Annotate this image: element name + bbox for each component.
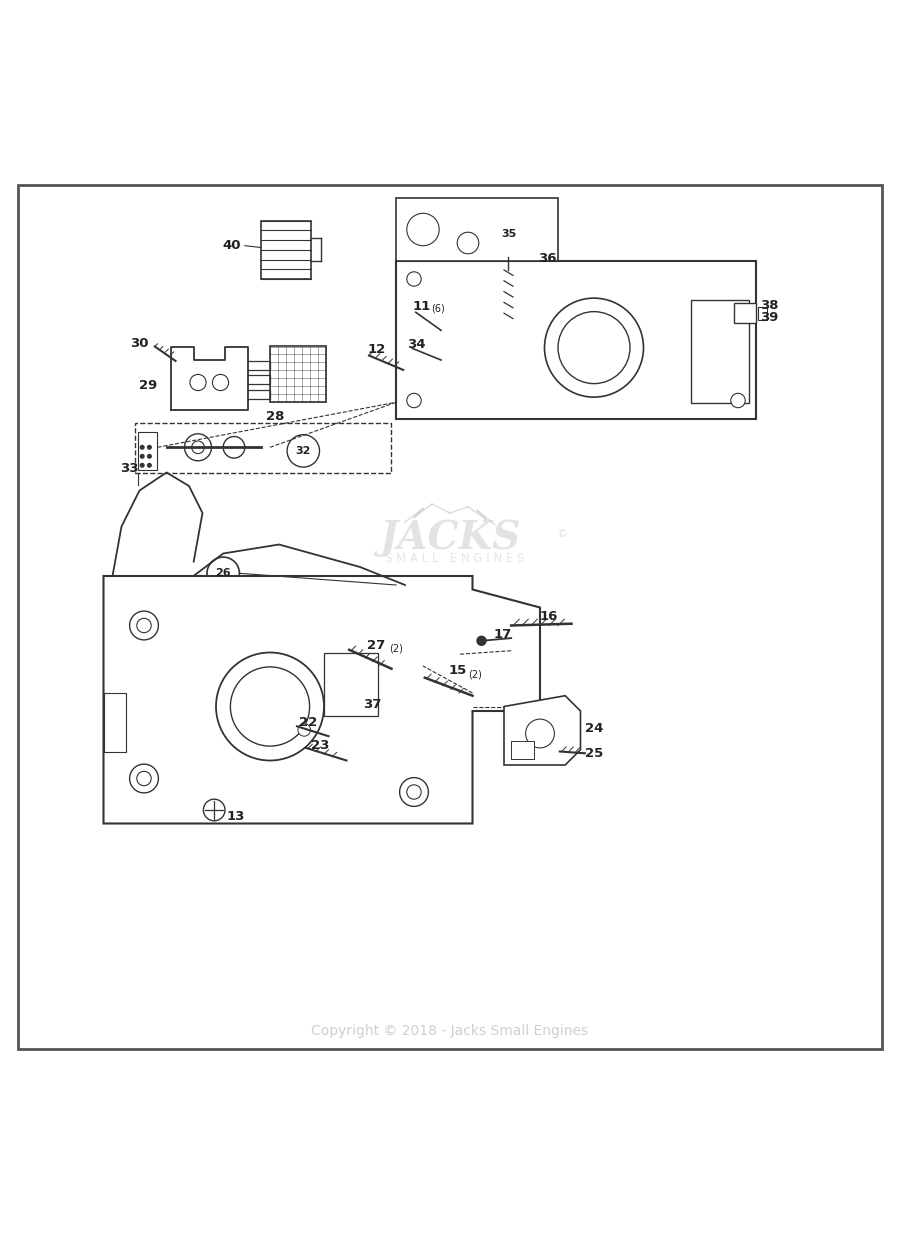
Bar xyxy=(758,307,767,321)
Bar xyxy=(261,221,310,279)
Text: 15: 15 xyxy=(448,665,466,677)
Circle shape xyxy=(407,271,421,286)
Text: 11: 11 xyxy=(412,300,430,312)
Circle shape xyxy=(216,652,324,761)
Circle shape xyxy=(407,784,421,799)
Polygon shape xyxy=(104,576,540,824)
Circle shape xyxy=(192,441,204,454)
Bar xyxy=(324,652,378,715)
Polygon shape xyxy=(504,695,580,764)
Circle shape xyxy=(298,724,310,736)
Text: ©: © xyxy=(556,529,567,539)
Circle shape xyxy=(140,445,144,449)
Text: 26: 26 xyxy=(215,568,231,578)
Text: 35: 35 xyxy=(501,229,516,239)
Circle shape xyxy=(223,436,245,459)
Text: 28: 28 xyxy=(266,409,284,423)
Text: 22: 22 xyxy=(299,716,317,729)
Bar xyxy=(734,303,756,323)
Circle shape xyxy=(457,232,479,254)
Text: 27: 27 xyxy=(367,639,385,652)
Bar xyxy=(135,423,392,472)
Text: 12: 12 xyxy=(367,343,385,355)
Circle shape xyxy=(486,212,531,256)
Circle shape xyxy=(230,667,310,746)
Text: 37: 37 xyxy=(363,698,381,711)
Circle shape xyxy=(407,213,439,245)
Text: 13: 13 xyxy=(227,810,245,822)
Circle shape xyxy=(190,375,206,391)
Circle shape xyxy=(203,799,225,821)
Circle shape xyxy=(207,557,239,589)
Text: (2): (2) xyxy=(389,644,402,653)
Circle shape xyxy=(731,393,745,408)
Circle shape xyxy=(140,464,144,467)
Circle shape xyxy=(400,778,428,806)
Circle shape xyxy=(526,719,554,748)
Text: 39: 39 xyxy=(760,311,778,324)
Text: (6): (6) xyxy=(431,303,445,313)
Bar xyxy=(104,693,126,751)
Circle shape xyxy=(148,455,151,459)
Circle shape xyxy=(140,455,144,459)
Bar xyxy=(396,199,558,261)
Bar xyxy=(270,346,326,402)
Circle shape xyxy=(407,393,421,408)
Text: 30: 30 xyxy=(130,338,149,350)
Circle shape xyxy=(137,618,151,633)
Text: 23: 23 xyxy=(310,739,328,752)
Text: 24: 24 xyxy=(585,723,603,736)
Circle shape xyxy=(558,312,630,383)
Text: 40: 40 xyxy=(222,239,241,253)
Bar xyxy=(138,432,157,470)
Text: (2): (2) xyxy=(468,670,482,679)
Circle shape xyxy=(137,772,151,785)
Circle shape xyxy=(212,375,229,391)
Text: Copyright © 2018 - Jacks Small Engines: Copyright © 2018 - Jacks Small Engines xyxy=(311,1023,589,1037)
Text: 16: 16 xyxy=(540,610,558,623)
Circle shape xyxy=(148,445,151,449)
Circle shape xyxy=(287,435,320,467)
Circle shape xyxy=(477,636,486,645)
Text: 36: 36 xyxy=(538,252,557,265)
Text: S M A L L   E N G I N E S: S M A L L E N G I N E S xyxy=(385,551,524,565)
Bar xyxy=(511,741,534,758)
Circle shape xyxy=(130,764,158,793)
Text: 17: 17 xyxy=(493,628,511,641)
Text: 33: 33 xyxy=(120,462,139,476)
Text: 29: 29 xyxy=(140,379,158,392)
Circle shape xyxy=(130,612,158,640)
Bar xyxy=(396,261,756,418)
Text: 25: 25 xyxy=(585,747,603,760)
Text: JACKS: JACKS xyxy=(379,519,521,557)
Text: 32: 32 xyxy=(295,446,311,456)
Circle shape xyxy=(544,298,644,397)
Circle shape xyxy=(184,434,212,461)
Text: 34: 34 xyxy=(407,338,426,351)
Bar xyxy=(691,301,749,403)
Text: 38: 38 xyxy=(760,298,779,312)
Circle shape xyxy=(148,464,151,467)
